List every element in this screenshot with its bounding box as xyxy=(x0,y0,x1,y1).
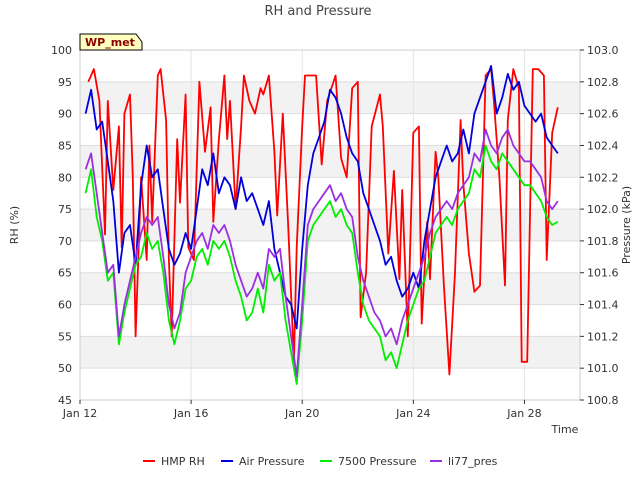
y-tick-right: 101.0 xyxy=(587,362,619,375)
background-band xyxy=(80,304,580,337)
background-band xyxy=(80,368,580,400)
y-tick-left: 75 xyxy=(58,203,72,216)
y-tick-left: 50 xyxy=(58,362,72,375)
series-line-li77-pres xyxy=(84,128,559,378)
series-line-hmp-rh xyxy=(87,68,559,376)
y-tick-right: 102.6 xyxy=(587,108,619,121)
legend-label: Air Pressure xyxy=(239,455,305,468)
right-axis: 100.8 101.0 101.2 101.4 101.6 101.8 102.0 102.2… xyxy=(580,44,619,407)
legend-label: HMP RH xyxy=(161,455,205,468)
series-group xyxy=(84,65,559,386)
background-bands xyxy=(80,50,580,400)
y-tick-right: 101.8 xyxy=(587,235,619,248)
left-axis: 45 50 55 60 65 70 75 80 85 90 95 100 xyxy=(51,44,72,407)
x-tick: Jan 28 xyxy=(506,407,541,420)
y-tick-right: 102.2 xyxy=(587,171,619,184)
y-axis-left-label: RH (%) xyxy=(8,206,21,244)
y-tick-left: 80 xyxy=(58,171,72,184)
y-tick-left: 45 xyxy=(58,394,72,407)
y-tick-left: 55 xyxy=(58,330,72,343)
y-tick-left: 85 xyxy=(58,139,72,152)
site-badge: WP_met xyxy=(79,33,143,51)
series-line-7500-pressure xyxy=(84,144,559,386)
y-tick-right: 102.8 xyxy=(587,76,619,89)
x-tick: Jan 12 xyxy=(62,407,97,420)
y-tick-right: 102.4 xyxy=(587,139,619,152)
x-tick: Jan 20 xyxy=(284,407,319,420)
y-tick-left: 60 xyxy=(58,299,72,312)
site-badge-shape xyxy=(79,33,143,51)
legend-label: 7500 Pressure xyxy=(338,455,417,468)
y-tick-left: 65 xyxy=(58,267,72,280)
x-axis: Jan 12 Jan 16 Jan 20 Jan 24 Jan 28 xyxy=(62,400,542,420)
y-tick-right: 100.8 xyxy=(587,394,619,407)
legend-label: li77_pres xyxy=(448,455,498,468)
x-tick: Jan 16 xyxy=(173,407,208,420)
y-tick-right: 103.0 xyxy=(587,44,619,57)
background-band xyxy=(80,50,580,82)
y-tick-right: 101.6 xyxy=(587,267,619,280)
y-tick-left: 100 xyxy=(51,44,72,57)
x-axis-label: Time xyxy=(551,423,579,436)
y-tick-left: 95 xyxy=(58,76,72,89)
y-tick-left: 70 xyxy=(58,235,72,248)
y-axis-right-label: Pressure (kPa) xyxy=(620,186,633,264)
y-tick-left: 90 xyxy=(58,108,72,121)
background-band xyxy=(80,177,580,210)
y-tick-right: 101.4 xyxy=(587,299,619,312)
y-tick-right: 102.0 xyxy=(587,203,619,216)
background-band xyxy=(80,336,580,369)
series-line-air-pressure xyxy=(84,65,559,330)
plot-frame xyxy=(79,49,581,401)
x-tick: Jan 24 xyxy=(395,407,430,420)
chart-title: RH and Pressure xyxy=(264,4,371,19)
legend: HMP RH Air Pressure 7500 Pressure li77_pres xyxy=(143,455,498,468)
y-tick-right: 101.2 xyxy=(587,330,619,343)
site-badge-label: WP_met xyxy=(85,36,135,49)
